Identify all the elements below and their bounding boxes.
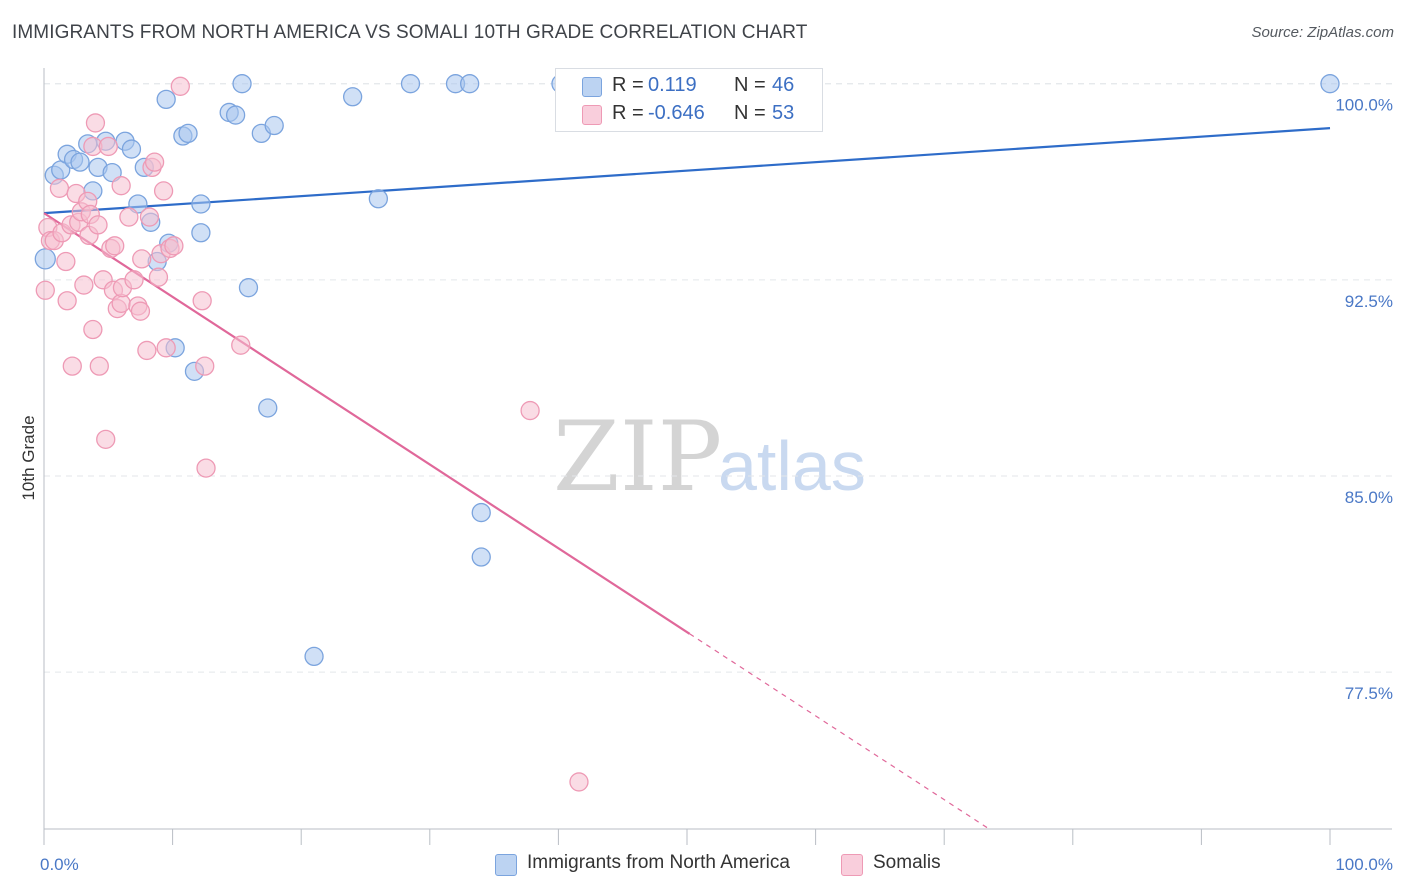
data-point-pink [35, 280, 55, 300]
legend-r-value: -0.646 [648, 102, 705, 124]
data-point-pink [57, 291, 77, 311]
stats-legend: R = 0.119 N = 46 R = -0.646 N = 53 [555, 68, 823, 132]
data-point-pink [56, 251, 76, 272]
data-point-pink [96, 429, 116, 449]
legend-swatch-blue [495, 854, 517, 876]
legend-n-value: 46 [772, 74, 795, 96]
data-point-blue [264, 115, 284, 136]
data-point-pink [124, 270, 144, 290]
data-point-pink [139, 207, 160, 227]
data-point-pink [105, 236, 125, 256]
chart-title: IMMIGRANTS FROM NORTH AMERICA VS SOMALI … [12, 22, 808, 43]
y-axis-label: 10th Grade [19, 415, 38, 500]
data-point-pink [569, 772, 589, 792]
legend-n-value: 53 [772, 102, 795, 124]
data-point-blue [1320, 74, 1340, 94]
data-point-blue [471, 547, 491, 567]
series-legend: Immigrants from North America Somalis [0, 852, 1406, 878]
data-point-blue [156, 89, 176, 110]
data-point-pink [144, 152, 165, 172]
data-point-pink [130, 301, 151, 321]
watermark: ZIP atlas [553, 401, 866, 513]
data-point-pink [62, 356, 82, 376]
data-point-pink [111, 176, 131, 196]
data-point-blue [225, 105, 246, 125]
data-point-pink [153, 181, 174, 201]
data-point-blue [70, 152, 90, 172]
data-point-blue [128, 194, 148, 214]
data-point-blue [400, 74, 421, 94]
data-point-pink [156, 338, 176, 358]
data-point-pink [83, 319, 103, 340]
data-point-blue [471, 502, 491, 523]
y-tick-label: 92.5% [1345, 292, 1393, 311]
data-point-pink [192, 291, 212, 311]
data-point-pink [98, 136, 118, 157]
data-point-pink [137, 340, 157, 361]
legend-row-blue: R = 0.119 N = 46 [556, 72, 822, 100]
data-point-blue [304, 646, 324, 667]
legend-n-label: N = [734, 102, 766, 124]
data-point-blue [178, 123, 198, 144]
data-point-blue [102, 162, 122, 183]
legend-label: Immigrants from North America [527, 852, 790, 873]
legend-r-label: R = [612, 102, 644, 124]
watermark-atlas: atlas [718, 427, 866, 505]
trendline-pink-extension [689, 633, 990, 830]
data-point-pink [89, 356, 109, 376]
legend-n-label: N = [734, 74, 766, 96]
legend-swatch-pink [582, 105, 602, 125]
legend-row-pink: R = -0.646 N = 53 [556, 100, 822, 128]
data-point-blue [368, 189, 389, 209]
watermark-zip: ZIP [553, 401, 722, 513]
data-point-blue [191, 223, 211, 243]
data-point-pink [170, 76, 190, 96]
y-tick-label: 85.0% [1345, 488, 1393, 507]
data-point-blue [232, 74, 252, 94]
data-point-pink [132, 249, 152, 269]
data-point-pink [231, 335, 251, 355]
data-point-blue [34, 248, 56, 270]
legend-label: Somalis [873, 852, 941, 873]
data-point-pink [520, 400, 540, 421]
legend-r-value: 0.119 [648, 74, 697, 96]
data-point-blue [238, 278, 259, 298]
data-point-blue [460, 74, 480, 94]
data-point-pink [164, 236, 184, 256]
x-tick-label: 100.0% [1335, 855, 1393, 874]
data-point-pink [119, 207, 139, 227]
x-tick-label: 0.0% [40, 855, 79, 874]
data-point-pink [88, 215, 108, 235]
legend-r-label: R = [612, 74, 644, 96]
y-tick-label: 77.5% [1345, 684, 1393, 703]
data-point-pink [148, 267, 169, 287]
data-point-blue [191, 194, 211, 214]
data-point-pink [49, 178, 70, 198]
y-tick-label: 100.0% [1335, 96, 1393, 115]
data-point-blue [342, 87, 363, 107]
data-point-blue [258, 398, 278, 418]
legend-swatch-blue [582, 77, 602, 97]
data-point-pink [74, 275, 94, 295]
data-point-pink [85, 113, 106, 133]
data-point-pink [195, 356, 215, 376]
trendline-blue [43, 127, 1331, 215]
legend-swatch-pink [841, 854, 863, 876]
source-label: Source: ZipAtlas.com [1251, 24, 1394, 41]
data-point-blue [121, 139, 142, 159]
data-point-pink [196, 458, 216, 478]
